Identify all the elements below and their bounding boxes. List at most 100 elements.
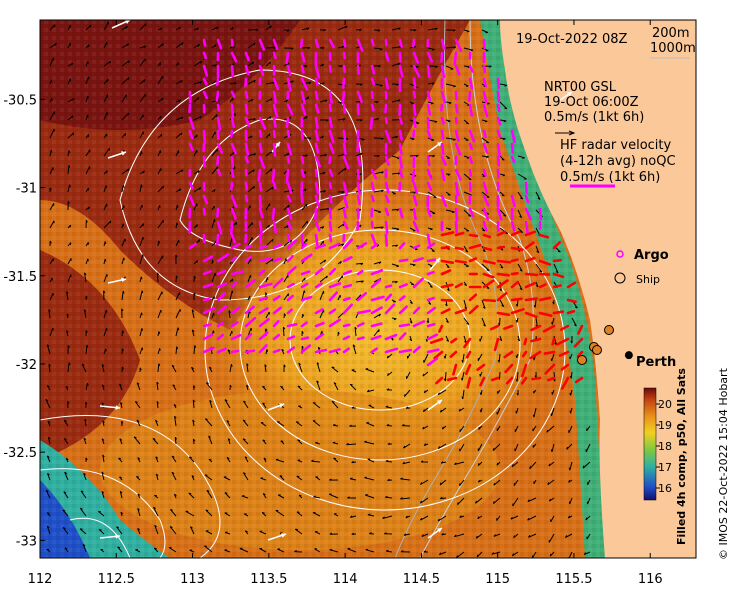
y-axis: -30.5-31-31.5-32-32.5-33 — [3, 93, 45, 549]
model-vector-head — [570, 411, 571, 414]
radar-vector — [498, 105, 499, 111]
radar-vector — [358, 338, 364, 339]
ship-position — [593, 346, 602, 355]
radar-vector — [273, 170, 274, 182]
model-vector-head — [124, 258, 125, 260]
radar-vector — [288, 131, 289, 137]
radar-vector — [260, 246, 266, 248]
radar-vector — [512, 299, 521, 300]
model-vector-head — [364, 477, 366, 478]
model-vector-head — [142, 151, 143, 153]
radar-vector — [469, 92, 470, 101]
radar-vector — [232, 66, 233, 76]
radar-vector — [315, 209, 316, 218]
radar-vector — [274, 131, 275, 137]
radar-vector — [456, 261, 466, 262]
y-tick-label: -31.5 — [3, 270, 37, 285]
model-vector-head — [298, 440, 300, 441]
model-vector-head — [142, 328, 143, 330]
radar-vector — [498, 261, 510, 262]
radar-vector — [344, 40, 345, 46]
y-tick-label: -32 — [16, 358, 37, 373]
model-vector-head — [551, 414, 552, 417]
radar-vector — [414, 105, 415, 115]
radar-vector — [386, 235, 387, 246]
radar-title: HF radar velocity — [560, 138, 672, 153]
radar-vector — [540, 209, 541, 219]
model-vector-head — [262, 513, 265, 514]
radar-vector — [484, 66, 485, 72]
radar-vector — [204, 209, 205, 215]
model-vector-head — [533, 445, 534, 447]
model-vector-head — [80, 529, 83, 530]
model-vector-head — [552, 322, 553, 324]
model-vector-head — [315, 442, 317, 443]
radar-vector — [302, 157, 303, 163]
radar-vector — [442, 53, 443, 62]
model-vector — [500, 318, 501, 325]
model-vector-head — [432, 251, 435, 252]
x-tick-label: 114 — [333, 572, 358, 587]
radar-vector — [372, 222, 373, 227]
model-vector-head — [108, 79, 109, 82]
radar-vector — [525, 339, 526, 344]
radar-vector — [442, 261, 453, 263]
radar-vector — [204, 325, 210, 326]
model-vector-head — [297, 512, 299, 513]
radar-vector — [287, 53, 288, 63]
radar-vector — [316, 131, 318, 140]
radar-vector — [246, 92, 247, 98]
radar-vector — [498, 144, 500, 155]
radar-vector — [204, 157, 205, 166]
radar-vector — [372, 196, 374, 201]
model-vector — [445, 372, 446, 381]
radar-vector — [498, 170, 499, 177]
colorbar-tick-label: 17 — [658, 461, 672, 474]
radar-vector — [302, 183, 303, 194]
ship-position — [578, 356, 587, 365]
radar-vector — [386, 209, 388, 215]
radar-vector — [232, 40, 233, 45]
model-vector-head — [163, 186, 164, 189]
model-vector-head — [70, 225, 71, 227]
model-vector-head — [453, 86, 455, 87]
model-vector-head — [51, 150, 52, 152]
model-vector-head — [405, 394, 406, 396]
model-vector-head — [432, 50, 434, 51]
radar-vector — [246, 196, 247, 201]
radar-vector — [526, 196, 528, 202]
radar-vector — [484, 248, 491, 250]
model-vector-head — [197, 260, 198, 262]
model-vector-head — [530, 466, 531, 469]
radar-vector — [344, 105, 345, 113]
radar-vector — [343, 79, 344, 88]
radar-vector — [330, 235, 331, 241]
model-vector-head — [468, 216, 470, 217]
radar-vector — [330, 196, 331, 202]
radar-vector — [400, 260, 407, 261]
model-vector-head — [350, 478, 352, 479]
radar-vector — [386, 222, 387, 233]
model-vector-head — [462, 378, 463, 380]
model-vector-head — [350, 384, 352, 385]
y-tick-label: -33 — [16, 534, 37, 549]
x-tick-label: 115.5 — [555, 572, 592, 587]
radar-vector — [246, 105, 247, 114]
radar-vector — [428, 157, 429, 165]
model-vector-head — [197, 225, 198, 227]
model-vector-head — [143, 255, 144, 258]
model-vector-head — [209, 459, 211, 460]
y-tick-label: -31 — [16, 182, 37, 197]
model-vector-head — [110, 221, 111, 223]
radar-vector — [344, 298, 350, 300]
radar-vector — [231, 183, 232, 190]
radar-vector — [358, 183, 360, 194]
radar-vector — [344, 131, 345, 142]
radar-vector — [260, 196, 261, 208]
radar-vector — [372, 183, 374, 190]
model-vector-head — [333, 442, 335, 443]
model-vector-head — [516, 355, 517, 358]
radar-vector — [274, 222, 276, 232]
radar-vector — [414, 209, 416, 219]
